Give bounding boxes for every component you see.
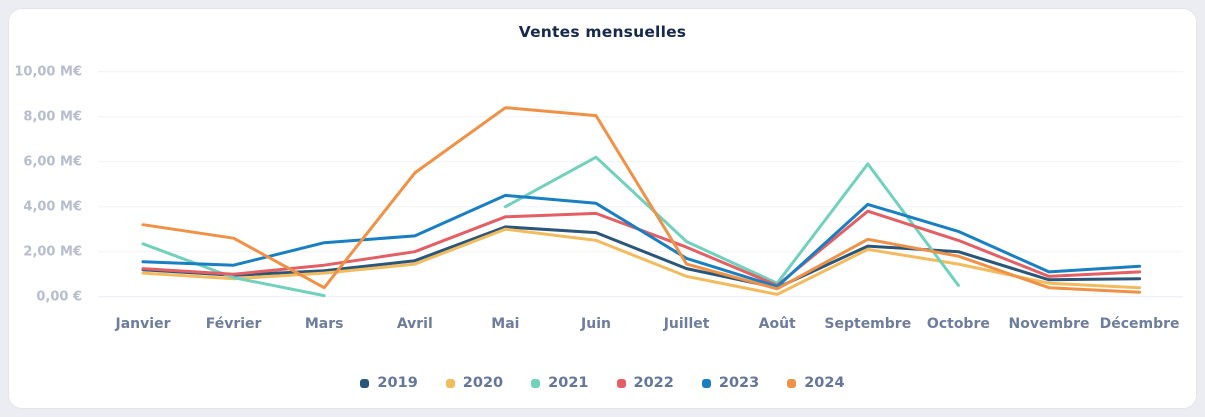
chart-title: Ventes mensuelles bbox=[518, 23, 687, 41]
x-axis-label-mars: Mars bbox=[304, 316, 344, 332]
x-axis-label-juin: Juin bbox=[581, 316, 611, 332]
y-axis-label: 0,00 € bbox=[36, 289, 82, 305]
legend-marker-icon bbox=[787, 378, 797, 388]
series-line-2024 bbox=[141, 106, 1142, 294]
legend-item-2022[interactable]: 2022 bbox=[616, 375, 674, 391]
series-line-2019 bbox=[141, 225, 1142, 290]
x-axis-label-fevrier: Février bbox=[205, 316, 262, 332]
x-axis-label-septembre: Septembre bbox=[824, 316, 912, 332]
legend-label: 2019 bbox=[377, 375, 418, 391]
legend-item-2021[interactable]: 2021 bbox=[531, 375, 589, 391]
line-chart bbox=[98, 71, 1183, 298]
legend-item-2024[interactable]: 2024 bbox=[787, 375, 845, 391]
legend-item-2023[interactable]: 2023 bbox=[701, 375, 760, 391]
x-axis-label-octobre: Octobre bbox=[926, 316, 990, 332]
series-line-2021 bbox=[141, 242, 326, 298]
x-axis-label-novembre: Novembre bbox=[1008, 316, 1090, 332]
legend-label: 2022 bbox=[633, 375, 674, 391]
series-line-2023 bbox=[141, 193, 1142, 289]
y-axis-label: 8,00 M€ bbox=[23, 109, 82, 125]
legend-item-2020[interactable]: 2020 bbox=[445, 375, 504, 391]
x-axis-label-avril: Avril bbox=[396, 316, 433, 332]
y-axis-label: 6,00 M€ bbox=[23, 154, 82, 170]
y-axis-label: 2,00 M€ bbox=[23, 244, 82, 260]
x-axis: Janvier Février Mars Avril Mai Juin Juillet Aoû… bbox=[9, 316, 1196, 336]
y-axis-label: 4,00 M€ bbox=[23, 199, 82, 215]
legend-label: 2024 bbox=[804, 375, 845, 391]
legend-label: 2021 bbox=[548, 375, 589, 391]
legend-item-2019[interactable]: 2019 bbox=[360, 375, 418, 391]
x-axis-label-aout: Août bbox=[758, 316, 796, 332]
series-line-2020 bbox=[141, 227, 1142, 296]
x-axis-label-juillet: Juillet bbox=[663, 316, 710, 332]
legend-marker-icon bbox=[445, 378, 455, 388]
legend-marker-icon bbox=[616, 378, 626, 388]
legend-label: 2020 bbox=[462, 375, 504, 391]
chart-card: Ventes mensuelles 10,00 M€ 8,00 M€ 6,00 M€… bbox=[8, 8, 1197, 409]
series-line-2021 bbox=[503, 155, 960, 287]
legend-marker-icon bbox=[701, 378, 711, 388]
x-axis-label-decembre: Décembre bbox=[1099, 316, 1180, 332]
y-axis-label: 10,00 M€ bbox=[14, 64, 82, 80]
x-axis-label-mai: Mai bbox=[491, 316, 520, 332]
legend-marker-icon bbox=[360, 378, 370, 388]
chart-legend: 2019 2020 2021 2022 2023 2024 bbox=[9, 375, 1196, 391]
x-axis-label-janvier: Janvier bbox=[115, 316, 171, 332]
y-axis: 10,00 M€ 8,00 M€ 6,00 M€ 4,00 M€ 2,00 M€ 0,00… bbox=[9, 9, 82, 410]
legend-marker-icon bbox=[531, 378, 541, 388]
legend-label: 2023 bbox=[718, 375, 760, 391]
